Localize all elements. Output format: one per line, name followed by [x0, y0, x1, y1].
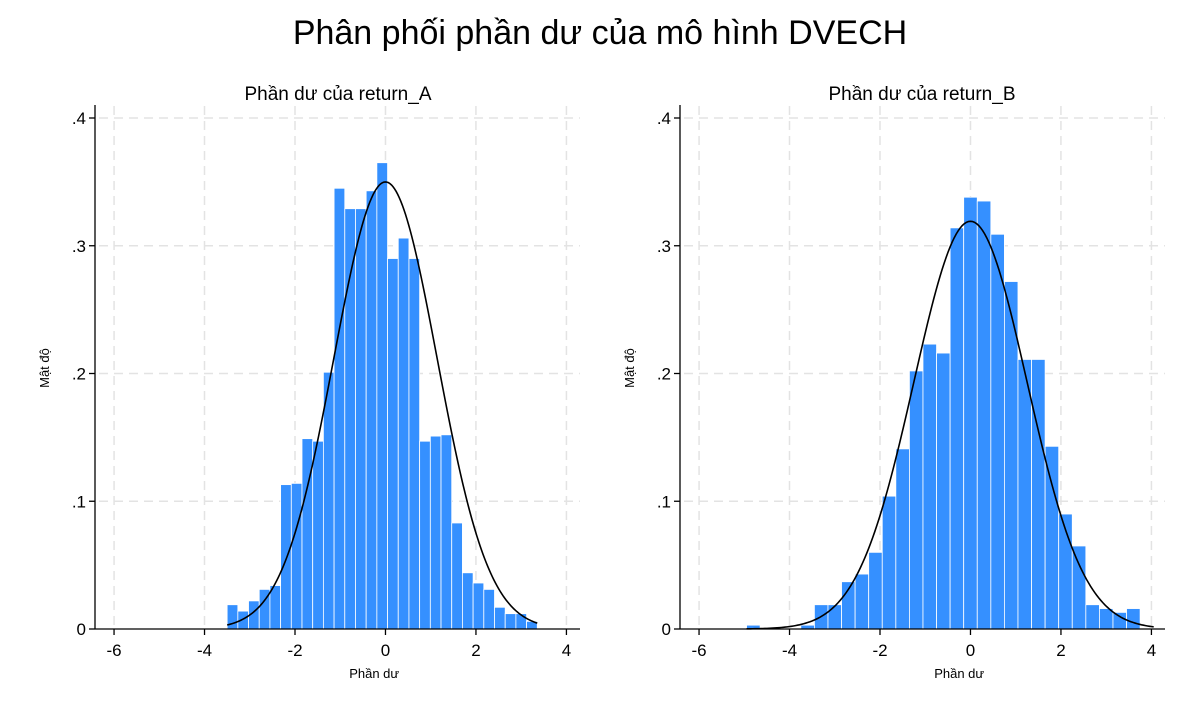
- histogram-bar: [483, 588, 495, 630]
- x-tick-label: 0: [966, 641, 975, 660]
- histogram-bar: [504, 613, 517, 630]
- y-tick-label: .3: [657, 237, 671, 256]
- histogram-bar: [472, 582, 485, 630]
- histogram-bar: [1017, 359, 1032, 630]
- x-tick-label: -2: [872, 641, 887, 660]
- histogram-bar: [1085, 604, 1100, 630]
- y-tick-label: .4: [72, 109, 86, 128]
- x-axis-label: Phần dư: [934, 666, 984, 681]
- y-tick-label: .1: [72, 492, 86, 511]
- histogram-bar: [949, 227, 965, 630]
- x-tick-label: -2: [287, 641, 302, 660]
- y-tick-label: .2: [72, 365, 86, 384]
- histogram-bar: [1071, 545, 1087, 630]
- histogram-bar: [440, 434, 453, 630]
- chart-panel-2: 0 .1 .2 .3 .4 -6 -4 -2 0 2 4 Phần dư của return_B Ph…: [622, 84, 1165, 681]
- histogram-bar: [827, 604, 842, 630]
- histogram-bar: [312, 440, 324, 630]
- histogram-bar: [322, 371, 335, 630]
- histogram-bar: [963, 196, 978, 630]
- histogram-bar: [881, 495, 897, 630]
- y-tick-label: .4: [657, 109, 671, 128]
- histogram-bar: [269, 585, 282, 630]
- histogram-bar: [909, 370, 924, 630]
- histogram-bar: [1112, 611, 1127, 630]
- histogram-bar: [494, 606, 506, 630]
- histogram-bar: [854, 573, 870, 630]
- histogram-bar: [419, 440, 431, 630]
- normal-density-curve: [746, 220, 1154, 630]
- x-tick-label: 4: [562, 641, 571, 660]
- histogram-bar: [462, 572, 474, 630]
- y-axis-label: Mật độ: [37, 348, 52, 388]
- histogram-bar: [990, 233, 1005, 630]
- x-tick-label: -6: [106, 641, 121, 660]
- x-tick-label: 2: [471, 641, 480, 660]
- x-tick-label: -4: [197, 641, 212, 660]
- histogram-bar: [1099, 608, 1114, 630]
- histogram-bar: [355, 208, 367, 630]
- histogram-bar: [429, 435, 442, 630]
- histogram-bar: [868, 551, 883, 630]
- histogram-bar: [301, 438, 314, 630]
- y-tick-label: .2: [657, 365, 671, 384]
- histogram-bar: [895, 448, 910, 630]
- x-axis-label: Phần dư: [349, 666, 399, 681]
- y-axis-label: Mật độ: [622, 348, 637, 388]
- histogram-bar: [365, 190, 378, 630]
- normal-density-curve: [226, 181, 538, 626]
- x-tick-label: 0: [381, 641, 390, 660]
- histogram-bar: [280, 484, 292, 630]
- histogram-bar: [397, 237, 410, 630]
- y-tick-label: 0: [662, 620, 671, 639]
- histogram-bar: [290, 482, 303, 630]
- histogram-bar: [1126, 608, 1141, 630]
- histogram-bar: [976, 200, 992, 630]
- x-tick-label: -6: [691, 641, 706, 660]
- y-tick-label: .3: [72, 237, 86, 256]
- histogram-bar: [333, 187, 346, 630]
- x-tick-label: -4: [782, 641, 797, 660]
- histogram-bar: [376, 162, 388, 630]
- y-tick-label: 0: [77, 620, 86, 639]
- x-tick-label: 2: [1056, 641, 1065, 660]
- histogram-bar: [408, 258, 421, 630]
- histogram-bar: [1044, 445, 1060, 630]
- histogram-bar: [451, 522, 463, 630]
- histogram-bar: [922, 343, 937, 630]
- histogram-bar: [936, 352, 951, 630]
- page-title: Phân phối phần dư của mô hình DVECH: [292, 14, 908, 52]
- chart-title: Phần dư của return_B: [828, 84, 1015, 105]
- chart-title: Phần dư của return_A: [244, 84, 431, 105]
- histogram-bar: [1031, 359, 1046, 630]
- y-tick-label: .1: [657, 492, 671, 511]
- chart-panel-1: 0 .1 .2 .3 .4 -6 -4 -2 0 2 4 Phần dư của return_A Ph…: [37, 84, 580, 681]
- x-tick-label: 4: [1147, 641, 1156, 660]
- histogram-bar: [387, 258, 399, 630]
